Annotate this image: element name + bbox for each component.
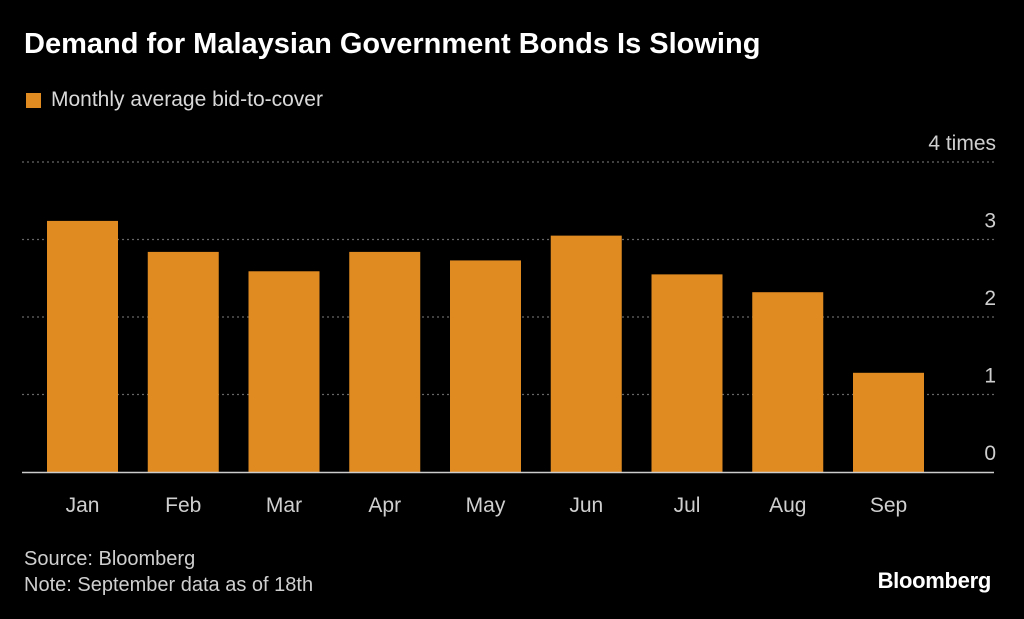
- bar-may: [450, 260, 521, 472]
- bar-sep: [853, 372, 924, 472]
- y-tick-labels: 0 1 2 3 4 times: [928, 132, 996, 465]
- bar-jun: [550, 235, 622, 472]
- y-tick-label: 2: [984, 287, 996, 310]
- bar-aug: [752, 292, 824, 472]
- bar-mar: [248, 271, 320, 472]
- x-tick-label: Feb: [165, 494, 201, 517]
- x-tick-label: Apr: [368, 494, 401, 517]
- source-text: Source: Bloomberg: [24, 548, 196, 570]
- y-tick-label: 0: [984, 442, 996, 465]
- legend-swatch: [26, 92, 41, 108]
- x-tick-label: Sep: [870, 494, 907, 517]
- bar-jan: [47, 220, 118, 472]
- y-tick-label: 3: [984, 210, 996, 233]
- bloomberg-logo: Bloomberg: [877, 568, 992, 593]
- bars: [47, 220, 924, 472]
- y-tick-label: 4 times: [928, 132, 996, 155]
- x-tick-label: Jun: [569, 494, 603, 517]
- chart-title: Demand for Malaysian Government Bonds Is…: [24, 28, 761, 60]
- legend: Monthly average bid-to-cover: [26, 88, 323, 112]
- legend-label: Monthly average bid-to-cover: [51, 88, 323, 111]
- x-tick-label: May: [466, 494, 506, 517]
- x-tick-label: Jul: [674, 494, 701, 517]
- x-tick-label: Jan: [66, 494, 100, 517]
- bar-feb: [147, 251, 219, 472]
- bar-jul: [651, 274, 723, 472]
- note-text: Note: September data as of 18th: [24, 574, 314, 596]
- x-tick-labels: Jan Feb Mar Apr May Jun Jul Aug Sep: [66, 494, 908, 517]
- x-tick-label: Mar: [266, 494, 302, 517]
- y-tick-label: 1: [984, 365, 996, 388]
- bar-apr: [349, 251, 421, 472]
- x-tick-label: Aug: [769, 494, 806, 517]
